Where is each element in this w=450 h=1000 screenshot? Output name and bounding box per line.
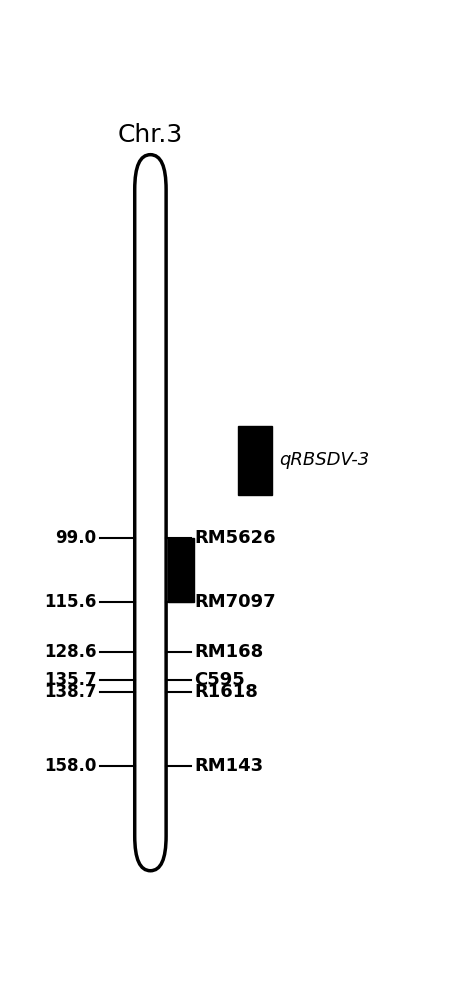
Text: R1618: R1618 xyxy=(194,683,258,701)
Text: 99.0: 99.0 xyxy=(55,529,96,547)
Text: C595: C595 xyxy=(194,671,245,689)
Bar xyxy=(168,538,194,602)
Text: RM143: RM143 xyxy=(194,757,263,775)
FancyBboxPatch shape xyxy=(135,155,166,871)
Text: 158.0: 158.0 xyxy=(44,757,96,775)
Text: Chr.3: Chr.3 xyxy=(118,123,183,147)
Text: 115.6: 115.6 xyxy=(44,593,96,611)
Text: RM5626: RM5626 xyxy=(194,529,276,547)
Text: RM7097: RM7097 xyxy=(194,593,276,611)
Text: qRBSDV-3: qRBSDV-3 xyxy=(279,451,370,469)
Bar xyxy=(238,426,272,495)
Text: 138.7: 138.7 xyxy=(44,683,96,701)
Text: 135.7: 135.7 xyxy=(44,671,96,689)
Text: RM168: RM168 xyxy=(194,643,263,661)
Text: 128.6: 128.6 xyxy=(44,643,96,661)
